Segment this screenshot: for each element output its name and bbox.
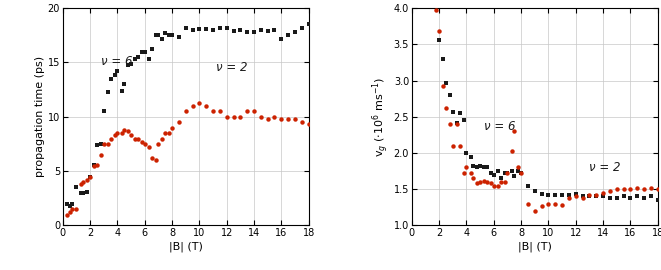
Y-axis label: propagation time (ps): propagation time (ps) [35,56,45,177]
X-axis label: |B| (T): |B| (T) [169,241,203,252]
Text: ν = 6: ν = 6 [485,120,516,133]
Text: ν = 2: ν = 2 [215,61,247,74]
Text: ν = 2: ν = 2 [590,161,621,174]
Y-axis label: v$_g$ ($\cdot$10$^6$ ms$^{-1}$): v$_g$ ($\cdot$10$^6$ ms$^{-1}$) [369,77,391,157]
X-axis label: |B| (T): |B| (T) [518,241,552,252]
Text: ν = 6: ν = 6 [101,55,133,68]
